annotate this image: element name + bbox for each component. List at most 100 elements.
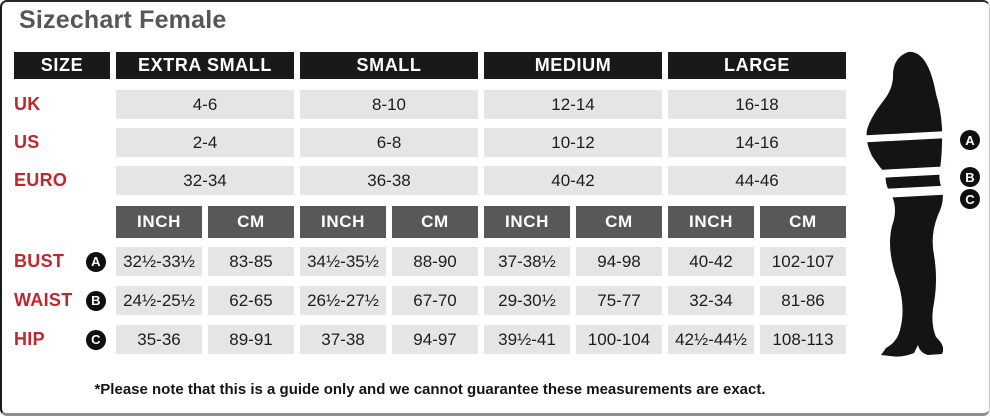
table-cell: 6-8 — [300, 128, 478, 157]
column-header-large: LARGE — [668, 52, 846, 79]
table-cell: 12-14 — [484, 90, 662, 119]
page-title: Sizechart Female — [19, 6, 227, 34]
table-cell: 32½-33½ — [116, 247, 202, 276]
measure-group: 32-34 81-86 — [668, 286, 846, 315]
table-cell: 24½-25½ — [116, 286, 202, 315]
table-cell: 94-98 — [576, 247, 662, 276]
measure-group: 29-30½ 75-77 — [484, 286, 662, 315]
marker-badge-a: A — [86, 251, 106, 272]
row-label-bust: BUST A — [14, 247, 110, 276]
waist-band-gap — [873, 165, 959, 179]
unit-header-cm: CM — [576, 206, 662, 238]
sizechart-table: SIZE EXTRA SMALL SMALL MEDIUM LARGE UK 4… — [14, 52, 846, 354]
table-cell: 75-77 — [576, 286, 662, 315]
footnote: *Please note that this is a guide only a… — [94, 381, 766, 398]
unit-header-group: INCH CM — [116, 206, 294, 238]
table-cell: 89-91 — [208, 325, 294, 354]
measure-group: 40-42 102-107 — [668, 247, 846, 276]
table-cell: 14-16 — [668, 128, 846, 157]
figure-marker-c: C — [960, 189, 980, 209]
unit-header-cm: CM — [392, 206, 478, 238]
measure-group: 37-38½ 94-98 — [484, 247, 662, 276]
table-cell: 10-12 — [484, 128, 662, 157]
svg-text:B: B — [965, 170, 974, 185]
table-cell: 83-85 — [208, 247, 294, 276]
bust-band-gap — [861, 130, 959, 143]
measure-group: 34½-35½ 88-90 — [300, 247, 478, 276]
unit-header-group: INCH CM — [668, 206, 846, 238]
row-label-waist: WAIST B — [14, 286, 110, 315]
measure-group: 37-38 94-97 — [300, 325, 478, 354]
female-silhouette — [861, 51, 963, 357]
table-header-row: SIZE EXTRA SMALL SMALL MEDIUM LARGE — [14, 52, 846, 79]
row-label-us: US — [14, 132, 40, 152]
table-cell: 29-30½ — [484, 286, 570, 315]
unit-header-cm: CM — [760, 206, 846, 238]
table-cell: 35-36 — [116, 325, 202, 354]
table-cell: 102-107 — [760, 247, 846, 276]
svg-text:A: A — [965, 133, 975, 148]
figure-marker-a: A — [960, 130, 980, 150]
table-cell: 8-10 — [300, 90, 478, 119]
table-cell: 16-18 — [668, 90, 846, 119]
table-cell: 42½-44½ — [668, 325, 754, 354]
table-cell: 32-34 — [668, 286, 754, 315]
table-row-waist: WAIST B 24½-25½ 62-65 26½-27½ 67-70 29-3… — [14, 286, 846, 315]
table-cell: 40-42 — [668, 247, 754, 276]
marker-badge-c: C — [86, 329, 106, 350]
row-label-text: HIP — [14, 329, 45, 349]
measure-group: 42½-44½ 108-113 — [668, 325, 846, 354]
column-header-size: SIZE — [14, 52, 110, 79]
unit-header-inch: INCH — [484, 206, 570, 238]
table-cell: 37-38½ — [484, 247, 570, 276]
measure-group: 24½-25½ 62-65 — [116, 286, 294, 315]
table-cell: 94-97 — [392, 325, 478, 354]
table-cell: 81-86 — [760, 286, 846, 315]
table-cell: 100-104 — [576, 325, 662, 354]
measure-group: 26½-27½ 67-70 — [300, 286, 478, 315]
table-row-bust: BUST A 32½-33½ 83-85 34½-35½ 88-90 37-38… — [14, 247, 846, 276]
table-cell: 40-42 — [484, 166, 662, 195]
table-cell: 2-4 — [116, 128, 294, 157]
marker-badge-b: B — [86, 290, 106, 311]
figure-marker-b: B — [960, 167, 980, 187]
column-header-extra-small: EXTRA SMALL — [116, 52, 294, 79]
table-cell: 32-34 — [116, 166, 294, 195]
column-header-small: SMALL — [300, 52, 478, 79]
row-label-euro: EURO — [14, 170, 68, 190]
column-header-medium: MEDIUM — [484, 52, 662, 79]
measure-group: 39½-41 100-104 — [484, 325, 662, 354]
unit-header-inch: INCH — [300, 206, 386, 238]
table-cell: 4-6 — [116, 90, 294, 119]
table-cell: 37-38 — [300, 325, 386, 354]
unit-header-inch: INCH — [116, 206, 202, 238]
table-row-hip: HIP C 35-36 89-91 37-38 94-97 39½-41 100… — [14, 325, 846, 354]
table-cell: 88-90 — [392, 247, 478, 276]
unit-header-group: INCH CM — [300, 206, 478, 238]
table-cell: 44-46 — [668, 166, 846, 195]
unit-header-spacer — [14, 206, 110, 238]
measure-group: 35-36 89-91 — [116, 325, 294, 354]
unit-header-inch: INCH — [668, 206, 754, 238]
row-label-uk: UK — [14, 94, 41, 114]
measurement-figure: A B C — [861, 46, 989, 402]
measure-group: 32½-33½ 83-85 — [116, 247, 294, 276]
row-label-hip: HIP C — [14, 325, 110, 354]
table-row-euro: EURO 32-34 36-38 40-42 44-46 — [14, 166, 846, 195]
row-label-text: BUST — [14, 251, 65, 271]
unit-header-cm: CM — [208, 206, 294, 238]
table-cell: 62-65 — [208, 286, 294, 315]
unit-header-row: INCH CM INCH CM INCH CM INCH CM — [14, 206, 846, 238]
table-row-uk: UK 4-6 8-10 12-14 16-18 — [14, 90, 846, 119]
table-cell: 36-38 — [300, 166, 478, 195]
unit-header-group: INCH CM — [484, 206, 662, 238]
row-label-text: WAIST — [14, 290, 73, 310]
table-cell: 39½-41 — [484, 325, 570, 354]
table-cell: 26½-27½ — [300, 286, 386, 315]
table-cell: 108-113 — [760, 325, 846, 354]
hip-band-gap — [875, 184, 963, 199]
table-row-us: US 2-4 6-8 10-12 14-16 — [14, 128, 846, 157]
table-cell: 67-70 — [392, 286, 478, 315]
svg-text:C: C — [965, 192, 975, 207]
